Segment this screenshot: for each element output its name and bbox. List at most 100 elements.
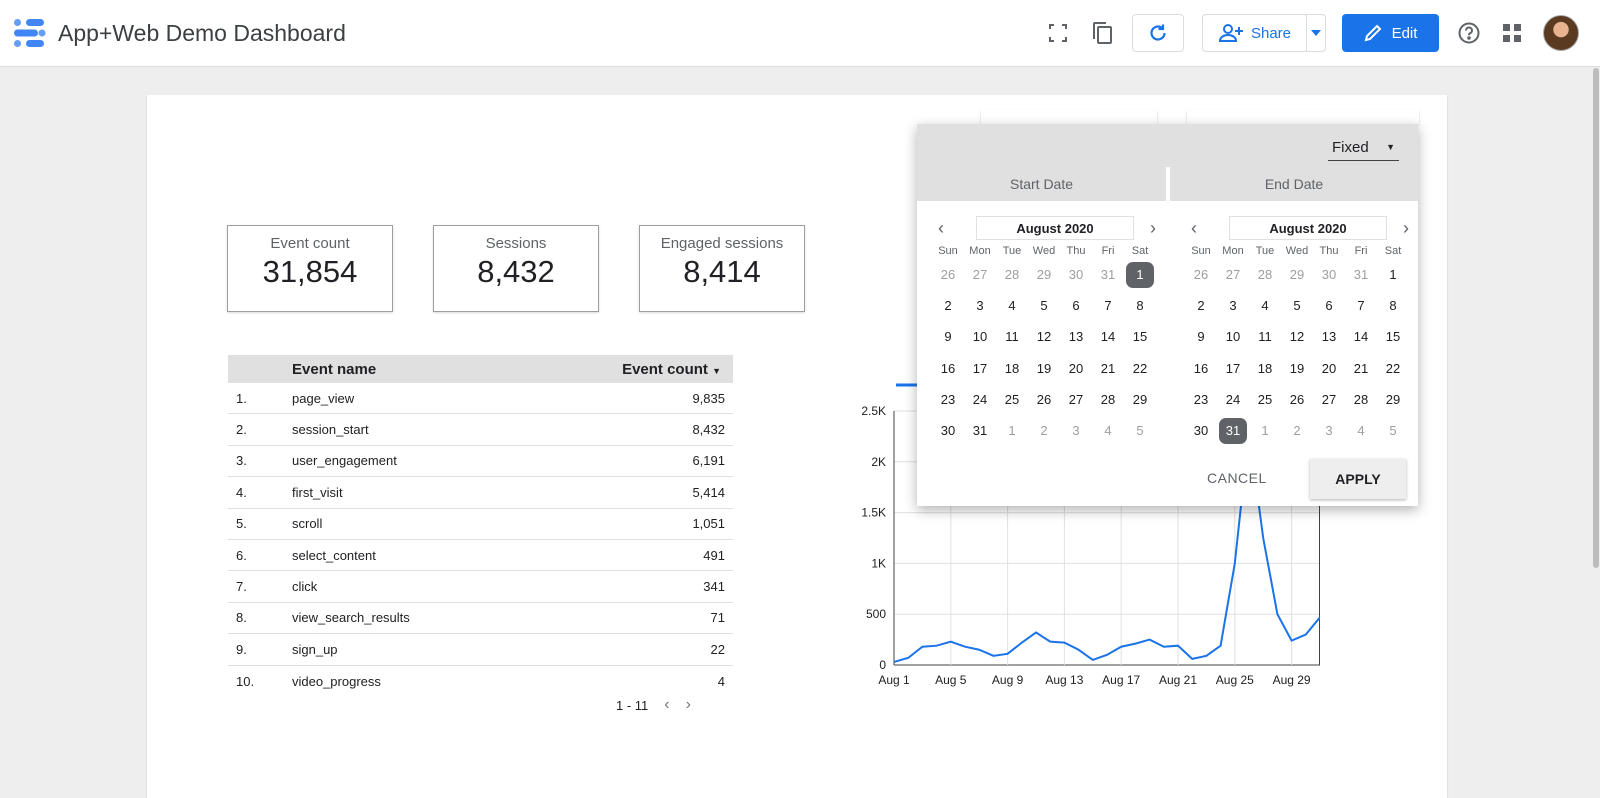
calendar-day[interactable]: 5	[1293, 298, 1301, 314]
calendar-day[interactable]: 3	[1325, 423, 1333, 439]
calendar-day[interactable]: 17	[972, 360, 988, 376]
calendar-day[interactable]: 28	[1353, 391, 1369, 407]
calendar-day[interactable]: 23	[1193, 391, 1209, 407]
share-dropdown-button[interactable]	[1306, 14, 1326, 52]
calendar-day[interactable]: 7	[1357, 298, 1365, 314]
calendar-day[interactable]: 19	[1036, 360, 1052, 376]
share-button[interactable]: Share	[1202, 14, 1308, 52]
calendar-day[interactable]: 28	[1004, 267, 1020, 283]
calendar-day[interactable]: 3	[1229, 298, 1237, 314]
calendar-day[interactable]: 12	[1289, 329, 1305, 345]
chevron-left-icon[interactable]: ‹	[1191, 218, 1197, 238]
chevron-right-icon[interactable]: ›	[685, 696, 691, 713]
calendar-day[interactable]: 1	[1261, 423, 1269, 439]
calendar-day[interactable]: 5	[1136, 423, 1144, 439]
calendar-day[interactable]: 4	[1357, 423, 1365, 439]
copy-report-icon[interactable]	[1087, 18, 1117, 48]
calendar-day[interactable]: 19	[1289, 360, 1305, 376]
calendar-day[interactable]: 2	[944, 298, 952, 314]
chevron-right-icon[interactable]: ›	[1403, 218, 1409, 238]
calendar-day[interactable]: 16	[1193, 360, 1209, 376]
calendar-day[interactable]: 27	[972, 267, 988, 283]
calendar-day[interactable]: 30	[940, 423, 956, 439]
apps-grid-icon[interactable]	[1497, 18, 1527, 48]
table-row[interactable]: 9. sign_up 22	[228, 634, 733, 666]
cancel-button[interactable]: CANCEL	[1207, 470, 1267, 486]
calendar-day[interactable]: 2	[1197, 298, 1205, 314]
calendar-day[interactable]: 27	[1068, 391, 1084, 407]
chevron-left-icon[interactable]: ‹	[938, 218, 944, 238]
calendar-day[interactable]: 17	[1225, 360, 1241, 376]
calendar-day[interactable]: 14	[1100, 329, 1116, 345]
calendar-day[interactable]: 10	[972, 329, 988, 345]
calendar-day[interactable]: 15	[1385, 329, 1401, 345]
calendar-day[interactable]: 27	[1225, 267, 1241, 283]
chevron-left-icon[interactable]: ‹	[664, 696, 670, 713]
calendar-day[interactable]: 7	[1104, 298, 1112, 314]
calendar-day[interactable]: 25	[1257, 391, 1273, 407]
calendar-day[interactable]: 4	[1104, 423, 1112, 439]
page-scrollbar[interactable]	[1593, 68, 1599, 568]
calendar-day[interactable]: 3	[1072, 423, 1080, 439]
calendar-day[interactable]: 11	[1258, 329, 1272, 345]
table-row[interactable]: 2. session_start 8,432	[228, 414, 733, 446]
calendar-day[interactable]: 1	[1008, 423, 1016, 439]
calendar-day[interactable]: 3	[976, 298, 984, 314]
calendar-day[interactable]: 30	[1193, 423, 1209, 439]
report-title[interactable]: App+Web Demo Dashboard	[58, 20, 346, 46]
calendar-day[interactable]: 28	[1100, 391, 1116, 407]
calendar-day[interactable]: 21	[1353, 360, 1369, 376]
calendar-day[interactable]: 26	[940, 267, 956, 283]
scorecard-engaged-sessions[interactable]: Engaged sessions 8,414	[639, 225, 805, 312]
calendar-day[interactable]: 12	[1036, 329, 1052, 345]
filter-control[interactable]	[1187, 110, 1419, 124]
table-row[interactable]: 3. user_engagement 6,191	[228, 446, 733, 478]
user-avatar[interactable]	[1543, 15, 1579, 51]
column-header-event-count[interactable]: Event count ▼	[622, 360, 721, 378]
calendar-day[interactable]: 16	[940, 360, 956, 376]
events-table[interactable]: Event name Event count ▼ 1. page_view 9,83…	[228, 355, 733, 697]
calendar-day[interactable]: 2	[1040, 423, 1048, 439]
calendar-day[interactable]: 31	[1217, 415, 1249, 446]
calendar-day[interactable]: 4	[1261, 298, 1269, 314]
calendar-day[interactable]: 26	[1193, 267, 1209, 283]
calendar-day[interactable]: 29	[1385, 391, 1401, 407]
refresh-button[interactable]	[1132, 14, 1184, 52]
date-range-control[interactable]	[981, 110, 1157, 124]
help-icon[interactable]	[1454, 18, 1484, 48]
fullscreen-icon[interactable]	[1043, 18, 1073, 48]
calendar-day[interactable]: 13	[1068, 329, 1084, 345]
calendar-day[interactable]: 1	[1389, 267, 1397, 283]
calendar-day[interactable]: 28	[1257, 267, 1273, 283]
calendar-day[interactable]: 10	[1225, 329, 1241, 345]
calendar-day[interactable]: 13	[1321, 329, 1337, 345]
calendar-day[interactable]: 18	[1257, 360, 1273, 376]
edit-button[interactable]: Edit	[1342, 14, 1439, 52]
calendar-day[interactable]: 30	[1068, 267, 1084, 283]
calendar-day[interactable]: 26	[1289, 391, 1305, 407]
calendar-day[interactable]: 29	[1289, 267, 1305, 283]
start-month-select[interactable]: August 2020	[976, 216, 1134, 240]
calendar-day[interactable]: 31	[1100, 267, 1116, 283]
calendar-day[interactable]: 20	[1321, 360, 1337, 376]
table-row[interactable]: 4. first_visit 5,414	[228, 477, 733, 509]
calendar-day[interactable]: 9	[944, 329, 952, 345]
calendar-day[interactable]: 6	[1325, 298, 1333, 314]
calendar-day[interactable]: 21	[1100, 360, 1116, 376]
calendar-day[interactable]: 9	[1197, 329, 1205, 345]
calendar-day[interactable]: 11	[1005, 329, 1019, 345]
calendar-day[interactable]: 22	[1385, 360, 1401, 376]
table-row[interactable]: 8. view_search_results 71	[228, 603, 733, 635]
calendar-day[interactable]: 2	[1293, 423, 1301, 439]
calendar-day[interactable]: 8	[1136, 298, 1144, 314]
table-row[interactable]: 5. scroll 1,051	[228, 509, 733, 540]
scorecard-event-count[interactable]: Event count 31,854	[227, 225, 393, 312]
calendar-day[interactable]: 4	[1008, 298, 1016, 314]
calendar-day[interactable]: 23	[940, 391, 956, 407]
calendar-day[interactable]: 18	[1004, 360, 1020, 376]
calendar-day[interactable]: 1	[1124, 259, 1156, 290]
calendar-day[interactable]: 31	[1353, 267, 1369, 283]
calendar-day[interactable]: 22	[1132, 360, 1148, 376]
calendar-day[interactable]: 31	[972, 423, 988, 439]
calendar-day[interactable]: 29	[1036, 267, 1052, 283]
